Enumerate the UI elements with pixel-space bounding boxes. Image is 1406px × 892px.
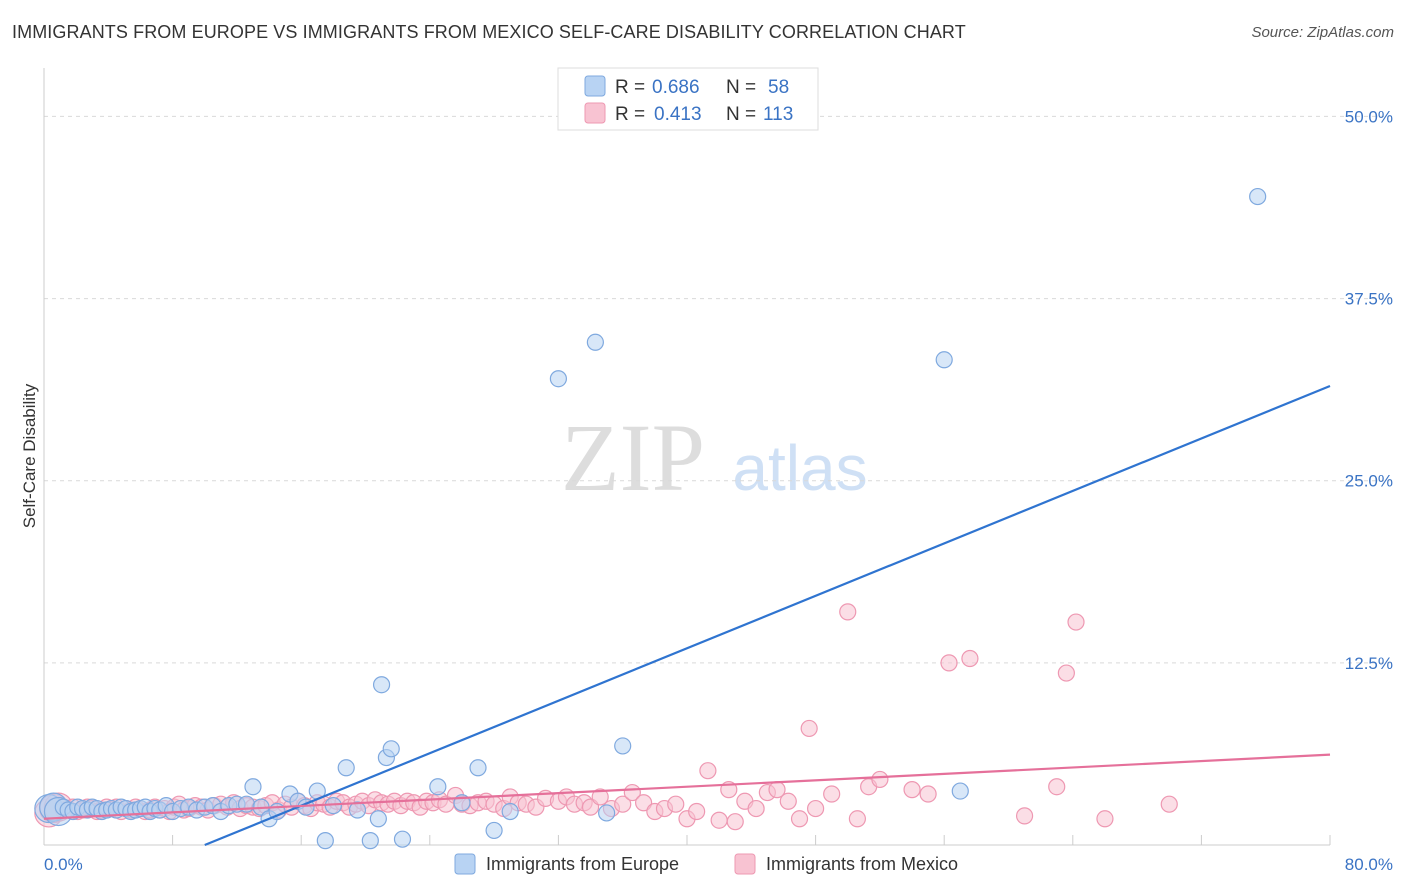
x-tick-label-min: 0.0% — [44, 855, 83, 874]
mexico-point — [823, 785, 841, 803]
legend-mexico-r-label: R = — [615, 104, 645, 125]
europe-point — [244, 778, 262, 796]
europe-trend-line — [204, 384, 1331, 847]
europe-point — [598, 804, 616, 822]
legend-europe-r-value: 0.686 — [652, 77, 700, 98]
x-tick-marks — [43, 835, 1331, 845]
bottom-legend-swatch-mexico — [734, 853, 756, 875]
mexico-point — [919, 785, 937, 803]
mexico-point — [726, 813, 744, 831]
legend-europe-r-label: R = — [615, 77, 645, 98]
bottom-legend-europe-label: Immigrants from Europe — [486, 854, 679, 874]
mexico-point — [800, 719, 818, 738]
legend-swatch-europe — [584, 75, 606, 97]
mexico-point — [848, 810, 866, 828]
mexico-point — [710, 811, 728, 829]
europe-point — [951, 782, 969, 800]
mexico-point — [591, 788, 609, 806]
x-tick-label-max: 80.0% — [1345, 855, 1393, 874]
y-axis-label: Self-Care Disability — [20, 383, 39, 528]
chart-title: IMMIGRANTS FROM EUROPE VS IMMIGRANTS FRO… — [12, 22, 966, 42]
europe-point — [393, 830, 412, 848]
source-credit: Source: ZipAtlas.com — [1251, 24, 1394, 41]
y-tick-label: 12.5% — [1345, 654, 1393, 673]
gridlines — [44, 115, 1393, 664]
mexico-series — [34, 603, 1178, 831]
europe-point — [586, 333, 604, 351]
mexico-point — [779, 792, 797, 810]
europe-point — [369, 810, 387, 828]
mexico-point — [871, 770, 889, 789]
bottom-legend-mexico-label: Immigrants from Mexico — [766, 854, 958, 874]
europe-point — [935, 351, 953, 369]
legend-mexico-r-value: 0.413 — [654, 104, 702, 125]
mexico-point — [1067, 613, 1085, 631]
europe-point — [485, 821, 503, 840]
legend-swatch-mexico — [584, 102, 606, 124]
europe-point — [382, 740, 400, 758]
y-tick-label: 25.0% — [1345, 472, 1393, 491]
y-tick-label: 50.0% — [1345, 107, 1393, 126]
mexico-point — [699, 762, 717, 780]
mexico-point — [1048, 778, 1066, 796]
bottom-legend-swatch-europe — [454, 853, 476, 875]
series-legend: Immigrants from Europe Immigrants from M… — [454, 853, 958, 875]
mexico-point — [940, 654, 958, 672]
europe-point — [549, 370, 568, 388]
europe-point — [429, 778, 447, 796]
y-tick-label: 37.5% — [1345, 290, 1393, 309]
europe-point — [501, 802, 519, 821]
europe-point — [348, 801, 367, 819]
trend-lines — [43, 384, 1331, 847]
legend-europe-n-label: N = — [726, 77, 756, 98]
europe-point — [372, 676, 391, 694]
europe-point — [614, 737, 632, 755]
mexico-point — [806, 799, 825, 818]
legend-europe-n-value: 58 — [768, 77, 789, 98]
mexico-point — [614, 795, 632, 813]
mexico-point — [903, 781, 921, 799]
europe-point — [337, 759, 355, 777]
mexico-point — [961, 649, 979, 668]
y-tick-labels: 12.5% 25.0% 37.5% 50.0% — [1345, 107, 1393, 672]
mexico-point — [747, 799, 765, 818]
watermark-zip: ZIP — [561, 404, 705, 511]
correlation-legend: R = 0.686 N = 58 R = 0.413 N = 113 — [557, 67, 819, 131]
mexico-point — [839, 603, 857, 621]
europe-point — [316, 832, 334, 850]
mexico-point — [1057, 664, 1075, 682]
mexico-trend-line — [43, 753, 1331, 820]
europe-point — [1249, 187, 1267, 206]
mexico-point — [688, 802, 706, 821]
europe-point — [469, 759, 487, 777]
mexico-point — [1015, 807, 1034, 825]
mexico-point — [790, 810, 809, 828]
legend-mexico-n-value: 113 — [763, 104, 793, 125]
europe-point — [361, 832, 379, 850]
mexico-point — [634, 794, 653, 812]
mexico-point — [667, 795, 685, 813]
watermark-atlas: atlas — [732, 432, 867, 504]
mexico-point — [1160, 795, 1178, 813]
europe-series — [34, 187, 1267, 850]
mexico-point — [1096, 810, 1114, 828]
legend-mexico-n-label: N = — [726, 104, 756, 125]
